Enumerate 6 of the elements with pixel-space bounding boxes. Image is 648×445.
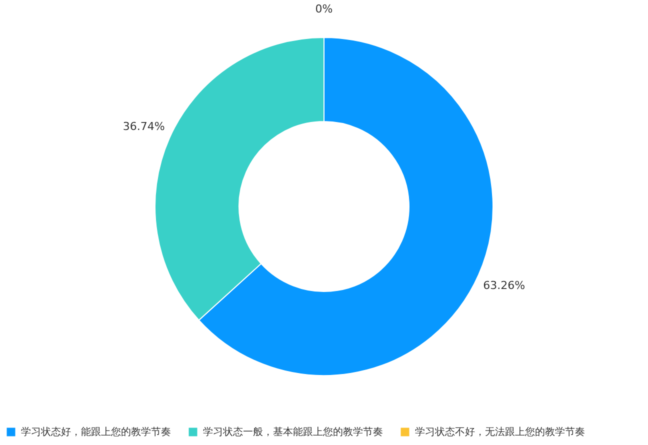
data-label: 36.74% [122,120,165,133]
data-label: 63.26% [483,279,526,292]
legend-label: 学习状态一般，基本能跟上您的教学节奏 [203,426,383,438]
legend-label: 学习状态不好，无法跟上您的教学节奏 [415,426,585,438]
legend-label: 学习状态好，能跟上您的教学节奏 [21,426,171,438]
text: 0% [315,2,333,16]
